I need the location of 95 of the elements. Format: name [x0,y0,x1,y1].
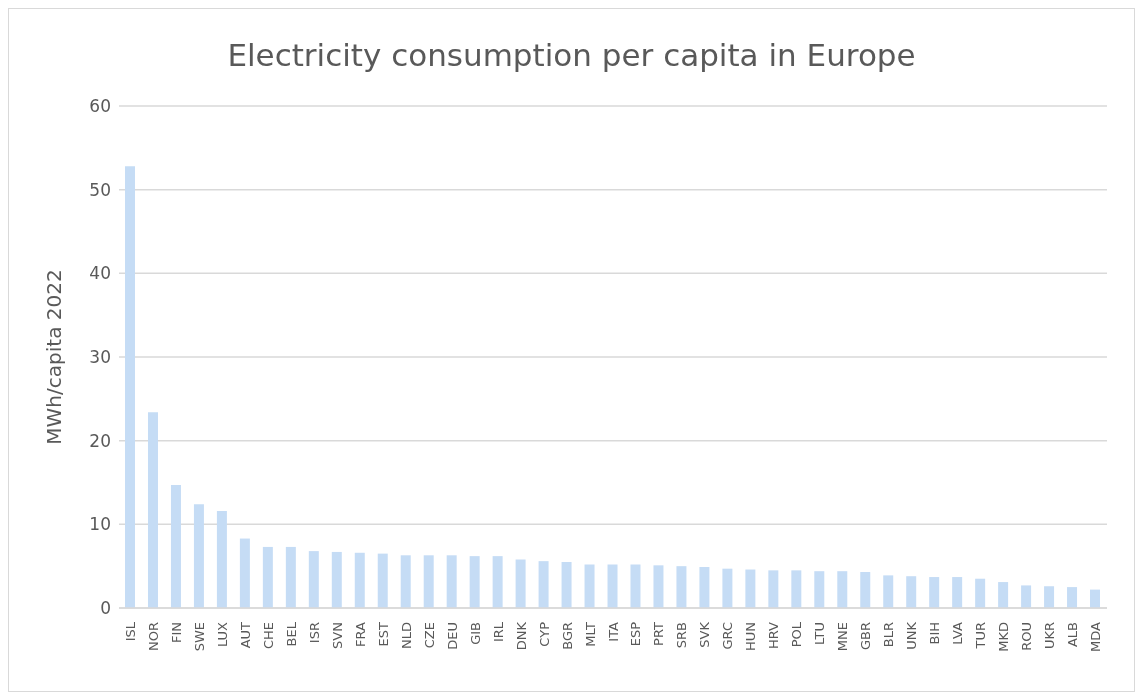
y-tick-label: 10 [89,514,111,535]
bar [423,555,434,608]
bar [446,555,457,608]
x-tick-label: LTU [812,622,828,645]
x-tick-label: NLD [398,622,414,649]
bar [239,538,250,608]
bar [584,564,595,608]
bar [469,556,480,608]
bar [354,552,365,608]
bar [216,510,227,608]
x-tick-label: FRA [352,621,368,647]
bar [1044,586,1055,608]
bar [193,504,204,608]
bar [538,561,549,608]
y-tick-label: 20 [89,430,111,451]
bar [837,571,848,608]
bar [331,551,342,608]
x-tick-label: GRC [720,622,736,650]
bar [515,559,526,608]
x-tick-label: ROU [1019,622,1035,651]
bar [262,546,273,608]
x-tick-label: FIN [168,622,184,644]
x-tick-label: SVK [697,621,713,648]
x-tick-label: HUN [743,622,759,652]
bar [699,567,710,608]
bar [125,166,135,608]
bar [561,561,572,608]
bar [492,556,503,608]
bar [998,582,1009,608]
x-tick-label: ITA [605,621,621,642]
x-tick-label: MLT [582,621,598,647]
y-tick-label: 30 [89,347,111,368]
bar [929,577,940,608]
x-tick-label: NOR [145,622,161,651]
x-tick-label: POL [789,621,805,648]
x-tick-label: CHE [260,622,276,650]
bar [952,577,963,608]
x-tick-label: SWE [191,622,207,652]
x-tick-label: UKR [1042,622,1058,650]
chart-title: Electricity consumption per capita in Europe [226,37,917,75]
x-tick-label: EST [375,621,391,647]
x-tick-label: PRT [651,621,667,646]
x-tick-label: MKD [996,622,1012,652]
x-tick-label: ISL [122,621,138,642]
bar [676,566,687,608]
bar [400,555,411,608]
x-tick-label: LVA [950,621,966,645]
bar [791,570,802,608]
bar [308,551,319,608]
x-tick-label: BLR [881,622,897,648]
x-tick-label: SVN [329,622,345,649]
y-tick-label: 40 [89,263,111,284]
bar [630,564,641,608]
bar [860,572,871,608]
x-tick-label: MNE [835,622,851,652]
bar [1067,587,1078,608]
x-tick-label: TUR [973,622,989,650]
x-tick-label: IRL [490,621,506,643]
x-tick-label: MDA [1088,621,1104,652]
bar [722,568,733,608]
bar [607,564,618,608]
x-tick-label: ISR [306,622,322,644]
y-tick-label: 60 [89,96,111,117]
x-tick-label: SRB [674,622,690,649]
bar [975,578,986,608]
bar [1021,585,1032,608]
bar [883,575,894,608]
x-tick-label: GBR [858,622,874,651]
y-tick-label: 0 [100,598,111,619]
x-tick-label: DEU [444,622,460,650]
bar [768,570,779,608]
x-tick-label: HRV [766,621,782,649]
x-tick-label: DNK [513,621,529,651]
x-tick-label: CZE [421,622,437,649]
x-tick-label: ALB [1065,622,1081,648]
x-tick-label: UNK [904,621,920,650]
bar [147,412,158,608]
x-tick-label: LUX [214,621,230,648]
x-tick-label: BIH [927,622,943,645]
x-tick-label: ESP [628,621,644,647]
x-tick-label: CYP [536,621,552,647]
bar [653,565,664,608]
x-tick-label: BEL [283,621,299,647]
x-tick-label: GIB [467,622,483,645]
bar [170,485,181,608]
y-tick-label: 50 [89,179,111,200]
bar [285,546,296,608]
x-tick-label: BGR [559,622,575,650]
bar [745,569,756,608]
x-tick-label: AUT [237,621,253,649]
bar [377,553,388,608]
bar [1090,589,1101,608]
y-axis-title: MWh/capita 2022 [42,269,67,445]
bar [814,571,825,608]
bar [906,576,917,608]
